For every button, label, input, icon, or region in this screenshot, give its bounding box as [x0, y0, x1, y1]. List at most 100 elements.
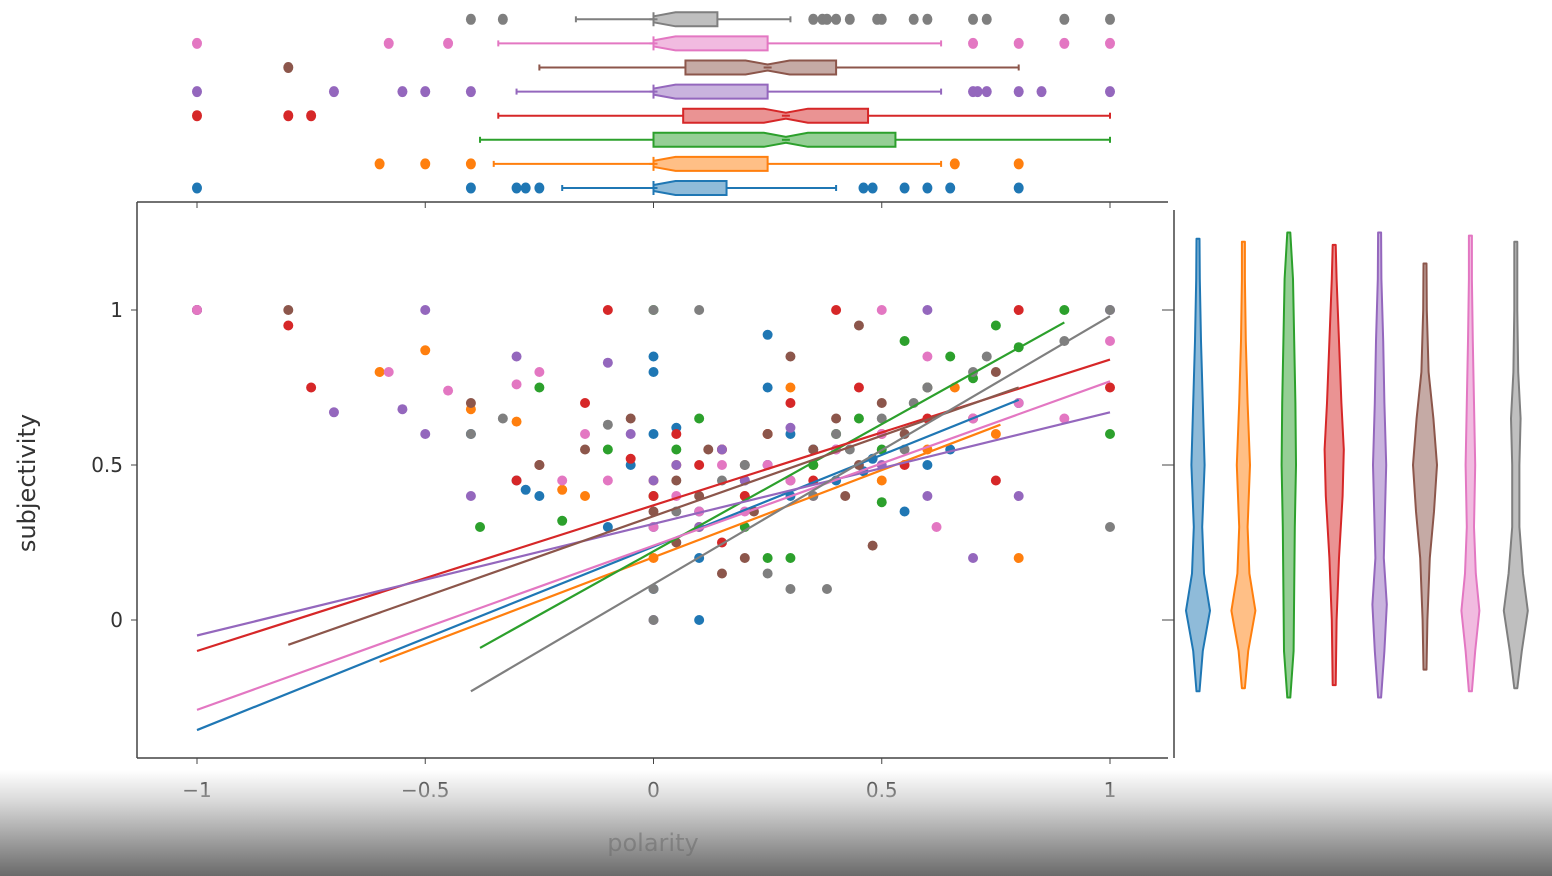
- scatter-point: [831, 413, 842, 424]
- box-plot-series-1: [374, 155, 1024, 172]
- scatter-point: [694, 615, 705, 625]
- scatter-point: [534, 491, 545, 501]
- trendline-series-1: [379, 423, 1001, 663]
- scatter-point: [785, 398, 796, 408]
- scatter-point: [853, 320, 864, 331]
- scatter-point: [739, 553, 750, 563]
- violin-shape: [1412, 262, 1438, 671]
- x-tick-label: 0.5: [866, 778, 898, 802]
- scatter-point: [283, 320, 294, 331]
- scatter-point: [716, 568, 727, 579]
- scatter-point: [648, 615, 659, 625]
- scatter-point: [328, 407, 339, 418]
- scatter-point: [990, 367, 1001, 377]
- scatter-point: [648, 305, 659, 315]
- plot-frame: [131, 201, 1175, 764]
- scatter-point: [511, 475, 522, 486]
- box-outlier: [497, 13, 508, 25]
- scatter-point: [602, 475, 613, 486]
- scatter-point: [785, 422, 796, 433]
- scatter-point: [580, 444, 591, 455]
- scatter-point: [922, 491, 933, 501]
- series-7-points: [465, 305, 1115, 625]
- box-outlier: [1013, 182, 1024, 194]
- scatter-point: [785, 382, 796, 393]
- scatter-point: [374, 367, 385, 377]
- box-plot-series-3: [192, 107, 1111, 124]
- box-outlier: [808, 13, 819, 25]
- y-tick-label: 0: [110, 608, 123, 632]
- scatter-point: [1013, 305, 1024, 315]
- scatter-point: [785, 351, 796, 362]
- violin-series-4: [1371, 231, 1388, 699]
- box-outlier: [972, 86, 983, 98]
- trendline-series-5: [287, 386, 1020, 646]
- box-outlier: [520, 182, 531, 194]
- scatter-point: [648, 506, 659, 517]
- scatter-point: [383, 367, 394, 377]
- box-plot-series-4: [192, 83, 1115, 100]
- box-outlier: [283, 62, 294, 73]
- box-outlier: [383, 37, 394, 49]
- scatter-point: [671, 444, 682, 455]
- scatter-point: [1105, 305, 1115, 315]
- scatter-point: [899, 336, 910, 346]
- scatter-point: [497, 413, 508, 424]
- trendline-series-4: [196, 411, 1111, 637]
- x-axis-title: polarity: [607, 829, 698, 857]
- scatter-point: [703, 444, 714, 455]
- box-body: [652, 155, 769, 172]
- box-outlier: [922, 182, 933, 194]
- x-tick-label: −1: [182, 778, 211, 802]
- scatter-point: [511, 379, 522, 390]
- scatter-point: [397, 404, 408, 415]
- violin-series-6: [1460, 234, 1481, 693]
- scatter-point: [876, 398, 887, 408]
- trendline-series-2: [479, 321, 1065, 649]
- scatter-point: [853, 413, 864, 424]
- box-outlier: [981, 13, 992, 25]
- box-body: [682, 107, 870, 124]
- scatter-point: [694, 305, 705, 315]
- violin-shape: [1323, 243, 1345, 687]
- scatter-point: [1013, 398, 1024, 408]
- scatter-point: [968, 553, 979, 563]
- scatter-point: [867, 540, 878, 551]
- box-plot-series-6: [192, 35, 1115, 52]
- scatter-point: [648, 367, 659, 377]
- box-plot-series-5: [283, 59, 1020, 76]
- scatter-point: [762, 553, 773, 563]
- scatter-point: [475, 522, 486, 532]
- x-tick-label: 0: [647, 778, 660, 802]
- y-tick-labels: 00.51: [91, 298, 123, 632]
- violin-series-1: [1230, 240, 1257, 690]
- box-outlier: [1105, 86, 1115, 98]
- scatter-point: [1059, 305, 1070, 315]
- box-outlier: [1059, 13, 1070, 25]
- scatter-point: [602, 444, 613, 455]
- box-outlier: [465, 86, 476, 98]
- scatter-point: [762, 382, 773, 393]
- trendlines: [196, 315, 1111, 732]
- scatter-point: [648, 491, 659, 501]
- box-outlier: [192, 182, 202, 194]
- scatter-point: [1013, 553, 1024, 563]
- box-outlier: [844, 13, 855, 25]
- scatter-point: [716, 460, 727, 470]
- scatter-point: [694, 460, 705, 470]
- scatter-point: [520, 484, 531, 495]
- scatter-point: [648, 351, 659, 362]
- scatter-point: [922, 460, 933, 470]
- scatter-point: [602, 305, 613, 315]
- marginal-box-plots: [192, 11, 1115, 196]
- scatter-point: [1105, 382, 1115, 393]
- scatter-point: [762, 429, 773, 439]
- scatter-point: [762, 329, 773, 340]
- box-outlier: [968, 37, 979, 49]
- box-outlier: [968, 13, 979, 25]
- box-outlier: [420, 158, 431, 170]
- box-outlier: [328, 86, 339, 98]
- scatter-point: [465, 398, 476, 408]
- scatter-point: [534, 460, 545, 470]
